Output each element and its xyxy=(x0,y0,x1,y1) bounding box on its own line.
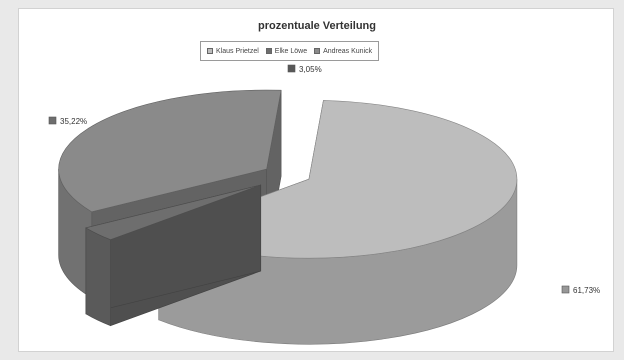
pie-chart: 61,73% 3,05% 35,22% xyxy=(48,64,600,345)
legend-swatch-1 xyxy=(265,48,272,54)
legend: Klaus Prietzel Elke Löwe Andreas Kunick xyxy=(200,41,380,61)
data-label-2: 35,22% xyxy=(60,117,87,126)
chart-title: prozentuale Verteilung xyxy=(258,20,376,32)
data-label-1: 3,05% xyxy=(299,65,322,74)
data-label-marker-1 xyxy=(287,64,296,73)
pie-slice-2-top xyxy=(58,89,282,213)
legend-swatch-2 xyxy=(314,48,321,54)
legend-swatch-0 xyxy=(207,48,213,54)
chart-frame: prozentuale Verteilung Klaus Prietzel El… xyxy=(18,8,614,352)
legend-label-0: Klaus Prietzel xyxy=(216,47,259,55)
legend-item-klaus-prietzel: Klaus Prietzel xyxy=(207,48,259,55)
data-label-0: 61,73% xyxy=(573,286,600,295)
pie-slice-1-top xyxy=(85,184,261,241)
legend-label-1: Elke Löwe xyxy=(274,47,308,55)
pie-slice-1 xyxy=(85,184,262,327)
pie-slice-1-wall xyxy=(85,227,111,327)
legend-item-andreas-kunick: Andreas Kunick xyxy=(314,48,372,55)
data-label-marker-2 xyxy=(48,116,57,125)
legend-label-2: Andreas Kunick xyxy=(323,47,373,55)
legend-item-elke-loewe: Elke Löwe xyxy=(265,47,308,55)
data-label-marker-0 xyxy=(561,285,570,294)
